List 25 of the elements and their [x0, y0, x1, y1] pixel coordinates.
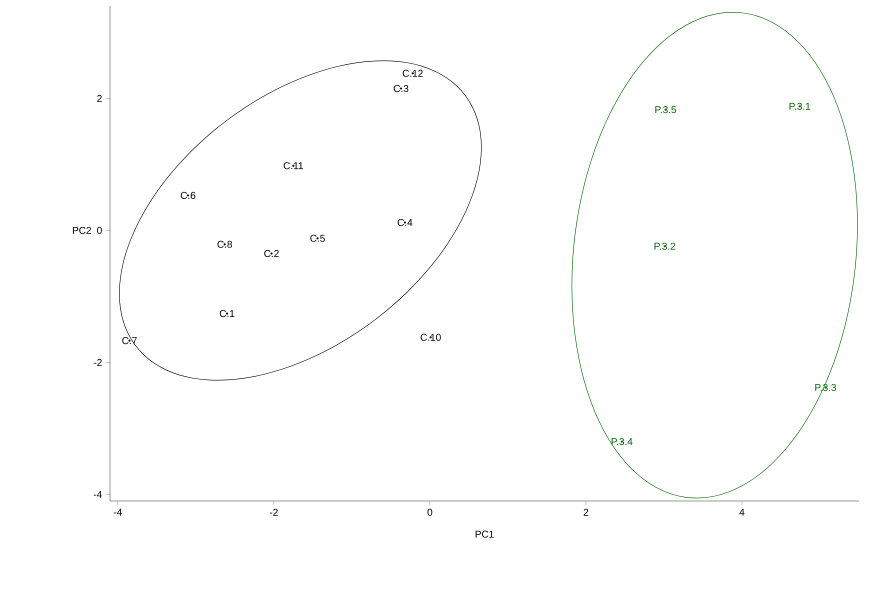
data-label: C.1	[220, 310, 234, 318]
y-tick-label: 0	[97, 226, 102, 234]
data-label: P.3.1	[790, 102, 810, 110]
data-label: C.2	[264, 250, 279, 258]
x-axis-title: PC1	[476, 530, 494, 538]
y-tick-label: -2	[94, 358, 102, 366]
x-tick-label: 2	[584, 508, 588, 516]
y-tick-label: -4	[94, 490, 102, 498]
data-label: P.3.4	[612, 438, 633, 446]
data-label: C.12	[402, 70, 423, 77]
data-label: C.8	[217, 240, 232, 248]
data-label: P.3.2	[654, 242, 676, 250]
y-axis-title: PC2	[72, 226, 91, 234]
data-label: C.3	[394, 84, 408, 92]
x-tick-label: -4	[114, 508, 122, 516]
data-label: C.11	[284, 162, 304, 170]
x-tick-label: 4	[739, 508, 744, 516]
data-label: C.10	[420, 334, 441, 341]
x-tick-label: 0	[428, 508, 432, 516]
data-label: C.6	[180, 192, 196, 199]
x-tick-label: -2	[270, 508, 278, 516]
data-label: C.5	[310, 234, 325, 242]
data-label: C.4	[398, 218, 412, 226]
y-tick-label: 2	[97, 94, 102, 102]
data-label: P.3.5	[655, 106, 676, 114]
